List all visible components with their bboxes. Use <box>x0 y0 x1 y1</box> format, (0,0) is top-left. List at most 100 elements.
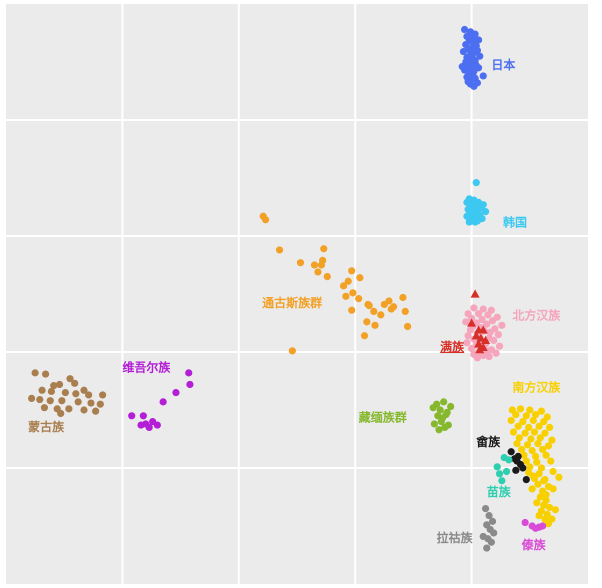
data-point-南方汉族 <box>516 405 525 413</box>
data-point-藏缅族群 <box>442 411 450 419</box>
data-point-南方汉族 <box>532 452 540 460</box>
data-point-蒙古族 <box>92 407 100 415</box>
data-point-维吾尔族 <box>128 412 136 420</box>
data-point-北方汉族 <box>470 304 478 312</box>
data-point-傣族 <box>521 518 529 527</box>
data-point-南方汉族 <box>530 428 539 436</box>
data-point-满族 <box>474 339 484 348</box>
data-point-通古斯族群 <box>349 289 357 297</box>
data-point-通古斯族群 <box>365 302 373 310</box>
data-point-南方汉族 <box>528 447 536 455</box>
data-point-南方汉族 <box>521 429 529 437</box>
data-point-蒙古族 <box>96 400 104 408</box>
data-point-畲族 <box>507 448 515 456</box>
data-point-北方汉族 <box>498 321 506 329</box>
data-point-南方汉族 <box>549 485 557 493</box>
data-point-藏缅族群 <box>436 406 444 414</box>
data-point-南方汉族 <box>535 422 543 430</box>
data-point-蒙古族 <box>72 390 80 398</box>
data-point-通古斯族群 <box>323 273 331 281</box>
data-point-蒙古族 <box>41 370 50 378</box>
label-维吾尔族: 维吾尔族 <box>122 360 171 375</box>
data-point-蒙古族 <box>80 386 88 394</box>
data-point-北方汉族 <box>492 349 500 357</box>
data-point-南方汉族 <box>523 441 532 449</box>
data-point-南方汉族 <box>525 423 533 431</box>
data-point-南方汉族 <box>514 422 522 430</box>
data-point-通古斯族群 <box>310 261 319 269</box>
data-point-北方汉族 <box>494 331 502 339</box>
data-point-南方汉族 <box>548 436 556 444</box>
data-point-藏缅族群 <box>433 400 441 408</box>
data-point-北方汉族 <box>479 351 487 360</box>
data-point-苗族 <box>495 470 504 478</box>
label-蒙古族: 蒙古族 <box>28 419 65 434</box>
data-point-南方汉族 <box>540 501 548 509</box>
data-point-北方汉族 <box>490 336 498 344</box>
data-point-蒙古族 <box>66 375 74 383</box>
data-points <box>28 25 563 552</box>
data-point-南方汉族 <box>535 511 543 520</box>
data-point-北方汉族 <box>483 320 491 328</box>
data-point-蒙古族 <box>38 386 46 394</box>
data-point-北方汉族 <box>462 318 470 326</box>
data-point-南方汉族 <box>547 457 555 465</box>
data-point-南方汉族 <box>522 457 530 465</box>
data-point-北方汉族 <box>464 332 472 340</box>
data-point-蒙古族 <box>87 399 95 407</box>
data-point-通古斯族群 <box>356 274 364 282</box>
data-point-藏缅族群 <box>447 402 455 411</box>
data-point-南方汉族 <box>526 463 534 471</box>
data-point-蒙古族 <box>55 380 64 389</box>
data-point-北方汉族 <box>474 310 483 318</box>
data-point-蒙古族 <box>57 409 65 418</box>
data-point-南方汉族 <box>513 440 521 448</box>
label-藏缅族群: 藏缅族群 <box>359 410 407 425</box>
data-point-蒙古族 <box>71 379 79 387</box>
data-point-通古斯族群 <box>401 307 409 315</box>
data-point-藏缅族群 <box>441 423 449 431</box>
data-point-蒙古族 <box>61 389 69 397</box>
data-point-北方汉族 <box>486 328 494 336</box>
data-point-北方汉族 <box>485 353 493 361</box>
data-point-拉祜族 <box>490 529 498 537</box>
data-point-拉祜族 <box>487 538 495 546</box>
data-point-南方汉族 <box>537 464 546 472</box>
data-point-维吾尔族 <box>172 389 180 397</box>
data-point-畲族 <box>522 476 530 484</box>
data-point-南方汉族 <box>544 520 553 528</box>
label-满族: 满族 <box>440 339 465 354</box>
data-point-南方汉族 <box>529 416 537 425</box>
data-point-藏缅族群 <box>440 398 448 406</box>
data-point-日本 <box>459 47 468 56</box>
data-point-维吾尔族 <box>139 412 147 420</box>
data-point-维吾尔族 <box>153 421 161 429</box>
data-point-日本 <box>479 72 487 80</box>
data-point-通古斯族群 <box>390 303 398 311</box>
label-苗族: 苗族 <box>487 484 512 499</box>
plot-background <box>6 4 588 584</box>
data-point-通古斯族群 <box>360 332 369 340</box>
data-point-韩国 <box>465 218 473 226</box>
label-南方汉族: 南方汉族 <box>512 379 561 394</box>
data-point-蒙古族 <box>47 387 55 396</box>
data-point-满族 <box>475 345 485 354</box>
data-point-南方汉族 <box>536 493 544 501</box>
data-point-蒙古族 <box>99 391 107 399</box>
data-point-拉祜族 <box>483 544 491 552</box>
data-point-通古斯族群 <box>314 268 322 276</box>
data-point-南方汉族 <box>515 434 523 442</box>
data-point-畲族 <box>512 466 520 474</box>
data-point-南方汉族 <box>540 477 548 485</box>
data-point-南方汉族 <box>537 407 546 415</box>
data-point-通古斯族群 <box>296 259 305 267</box>
data-point-通古斯族群 <box>342 292 350 300</box>
data-point-南方汉族 <box>551 506 560 514</box>
data-point-南方汉族 <box>539 445 547 454</box>
data-point-通古斯族群 <box>288 347 296 355</box>
data-point-通古斯族群 <box>355 295 363 303</box>
data-point-蒙古族 <box>50 382 58 390</box>
data-point-维吾尔族 <box>185 369 193 377</box>
data-point-苗族 <box>498 477 506 485</box>
